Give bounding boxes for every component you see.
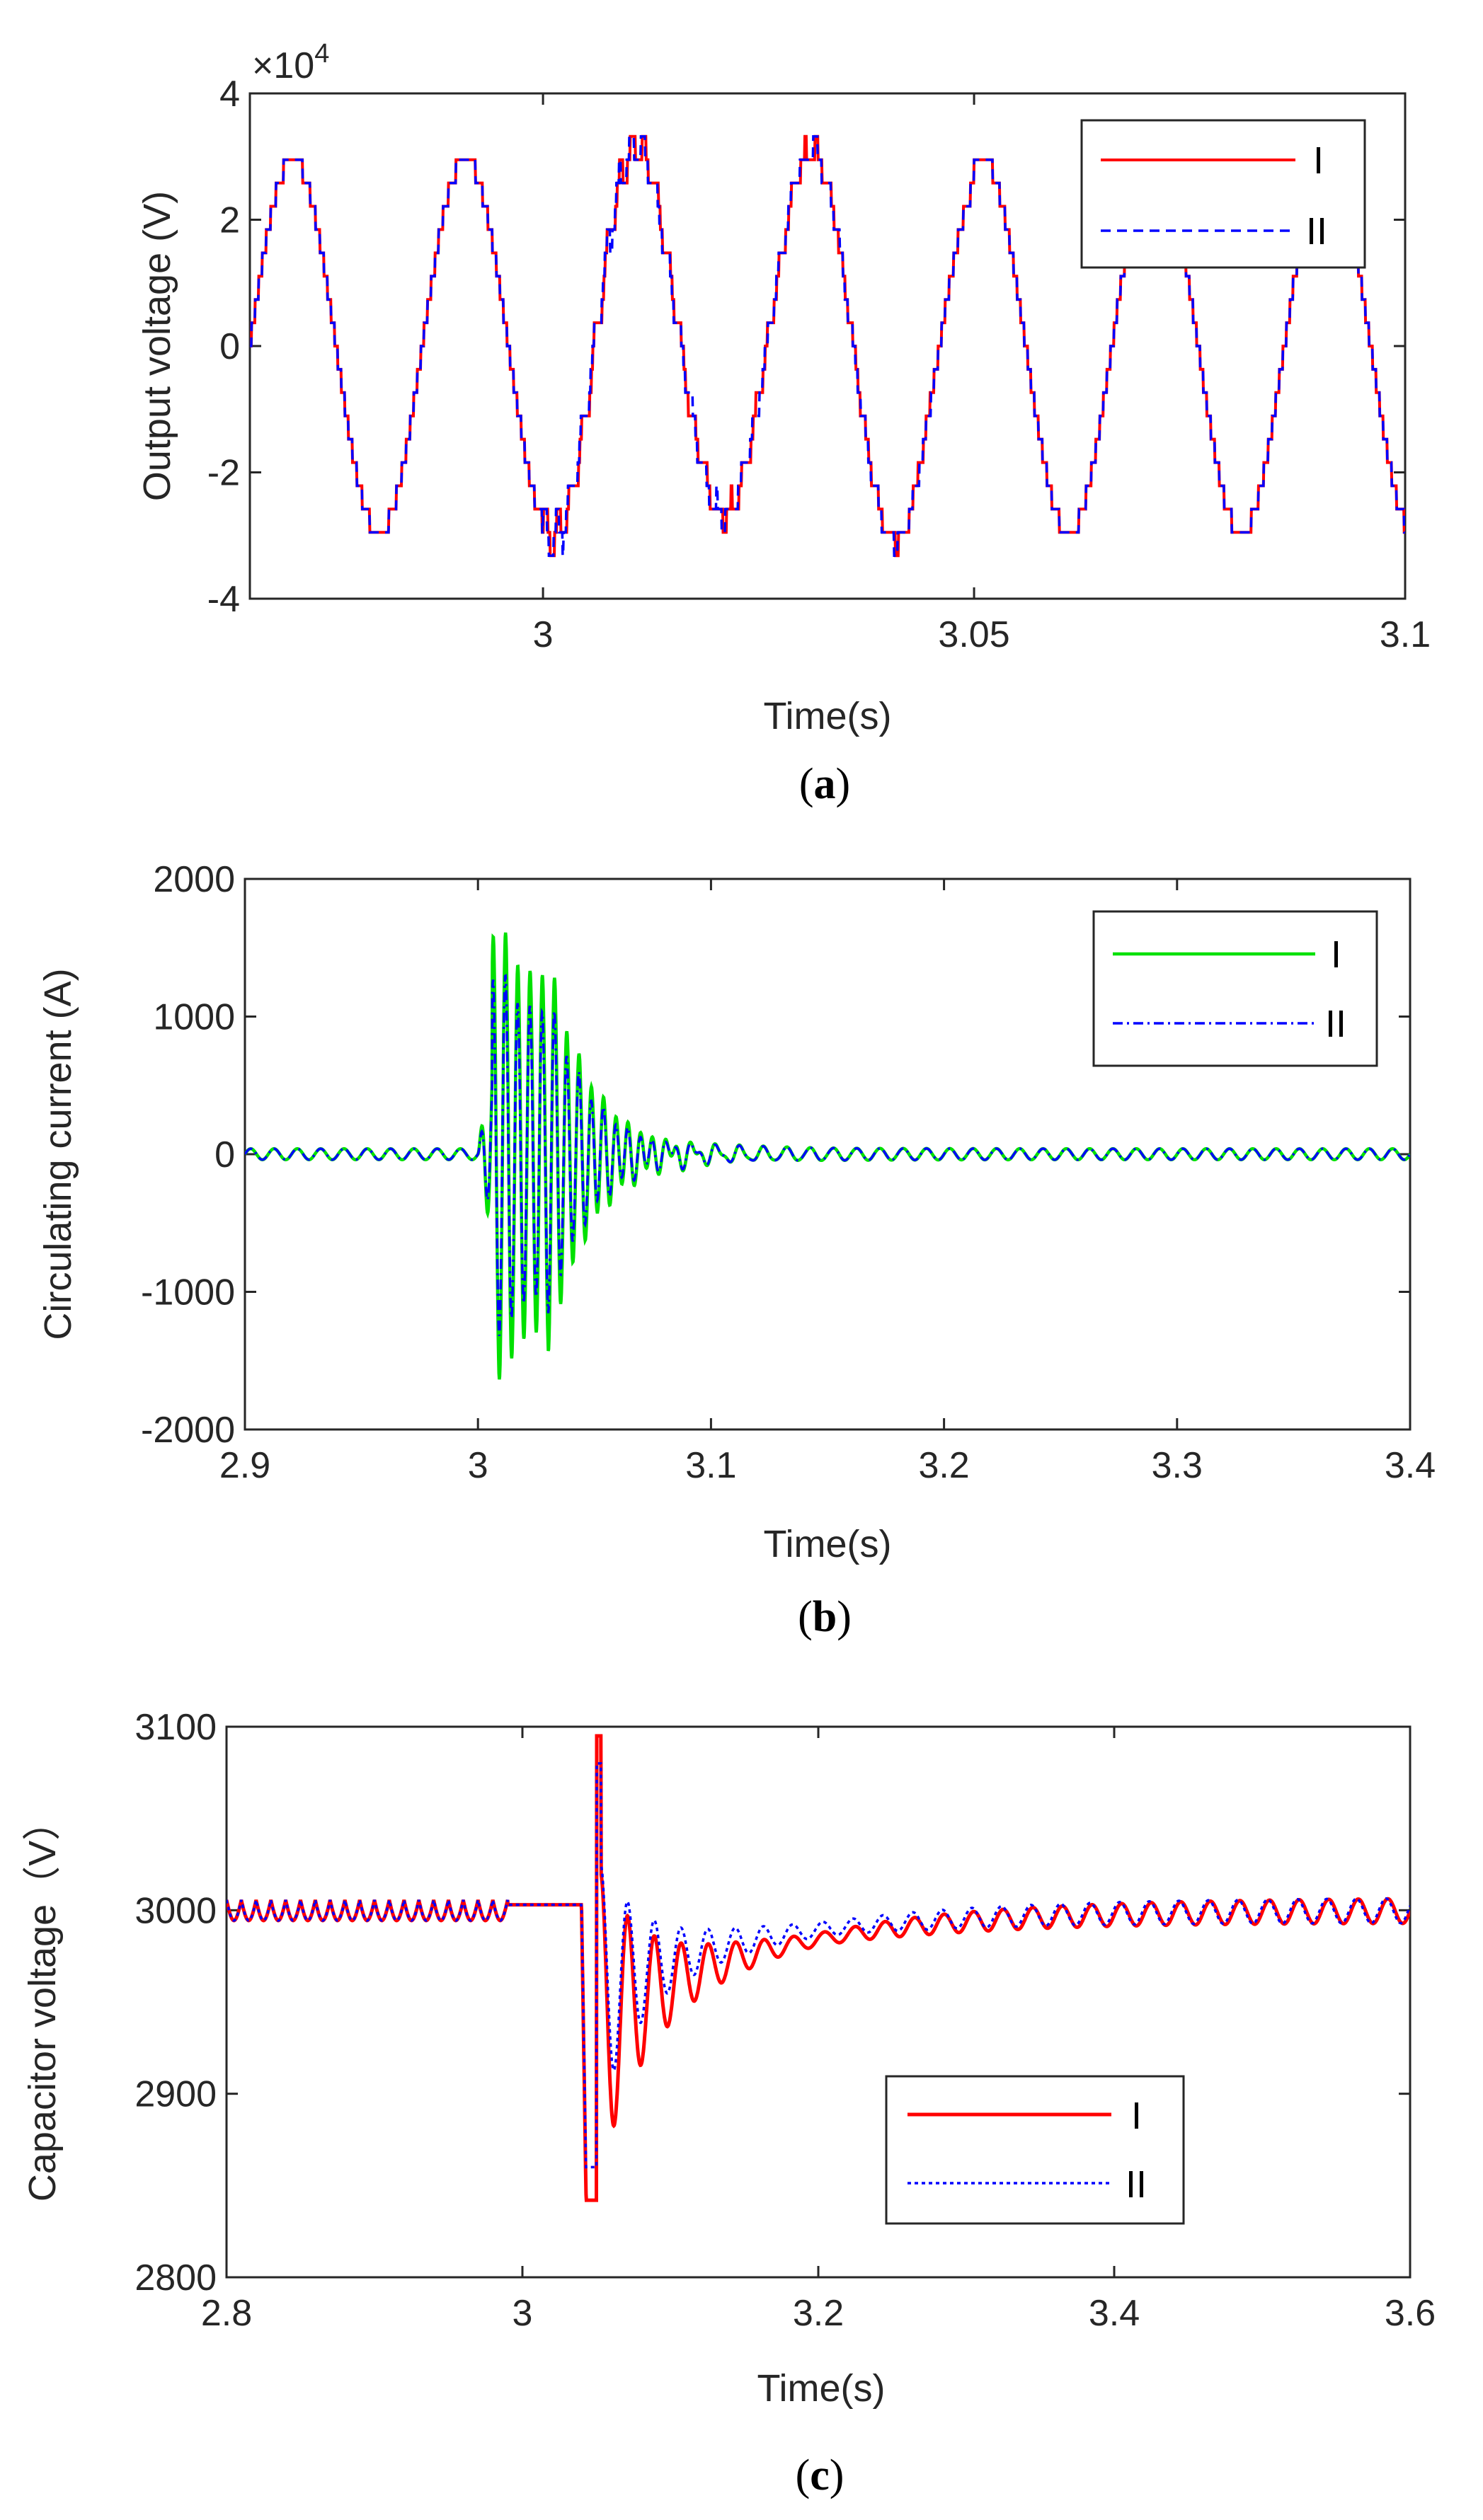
panel-a-y-tick-label: -2 bbox=[207, 453, 240, 494]
panel-a-legend-box bbox=[1080, 119, 1366, 269]
panel-b-x-tick-label: 3.4 bbox=[1385, 1445, 1436, 1486]
panel-b-y-tick-label: 0 bbox=[214, 1134, 235, 1175]
panel-a-y-tick-label: 2 bbox=[219, 200, 240, 241]
panel-c-ticks: 2.8 3 3.2 3.4 3.6 2800 2900 3000 3100 bbox=[134, 1707, 1436, 2334]
panel-a-x-axis-label: Time(s) bbox=[764, 695, 892, 737]
panel-b-y-tick-label: 1000 bbox=[153, 997, 235, 1038]
panel-a-x-tick-label: 3 bbox=[533, 614, 554, 655]
panel-b-legend: I II bbox=[1092, 910, 1378, 1067]
panel-c-x-axis-label: Time(s) bbox=[757, 2367, 886, 2410]
panel-a-caption: (a) bbox=[799, 760, 850, 808]
panel-c-x-tick-label: 2.8 bbox=[201, 2293, 252, 2334]
panel-c-legend-label-II: II bbox=[1126, 2163, 1147, 2206]
panel-c-x-tick-label: 3.6 bbox=[1385, 2293, 1436, 2334]
panel-b-x-tick-label: 3.3 bbox=[1152, 1445, 1203, 1486]
panel-c-y-tick-label: 3100 bbox=[134, 1707, 217, 1748]
panel-a-x-tick-label: 3.1 bbox=[1380, 614, 1431, 655]
panel-c-legend-box bbox=[885, 2075, 1185, 2225]
panel-c-y-tick-label: 2900 bbox=[134, 2074, 217, 2115]
panel-b-y-axis-label: Circulating current (A) bbox=[37, 968, 79, 1340]
panel-b-series-II-line bbox=[245, 974, 1410, 1337]
panel-c-x-tick-label: 3.4 bbox=[1089, 2293, 1140, 2334]
panel-a-x-tick-label: 3.05 bbox=[938, 614, 1009, 655]
panel-a-y-tick-label: 0 bbox=[219, 326, 240, 367]
panel-b-y-tick-label: -1000 bbox=[141, 1272, 235, 1313]
panel-c-y-tick-label: 3000 bbox=[134, 1890, 217, 1931]
panel-a: 3 3.05 3.1 -4 -2 0 2 4 ×104 Time(s) Output volt… bbox=[136, 39, 1431, 808]
panel-b-y-tick-label: 2000 bbox=[153, 859, 235, 900]
panel-b-x-tick-label: 2.9 bbox=[219, 1445, 270, 1486]
panel-c-y-axis-label: Capacitor voltage（V） bbox=[21, 1802, 64, 2202]
panel-c-caption: (c) bbox=[796, 2451, 844, 2499]
panel-c-x-tick-label: 3 bbox=[513, 2293, 533, 2334]
panel-a-y-tick-label: -4 bbox=[207, 579, 240, 620]
panel-c-x-tick-label: 3.2 bbox=[793, 2293, 844, 2334]
panel-a-y-exponent: ×104 bbox=[252, 39, 329, 86]
panel-b-y-tick-label: -2000 bbox=[141, 1410, 235, 1451]
panel-c-legend: I II bbox=[885, 2075, 1185, 2225]
panel-c-y-tick-label: 2800 bbox=[134, 2257, 217, 2299]
panel-b-ticks: 2.9 3 3.1 3.2 3.3 3.4 -2000 -1000 0 1000 2000 bbox=[141, 859, 1436, 1486]
panel-b-x-tick-label: 3 bbox=[468, 1445, 488, 1486]
panel-b-legend-label-I: I bbox=[1331, 933, 1341, 976]
panel-c-legend-label-I: I bbox=[1131, 2095, 1142, 2137]
panel-c: 2.8 3 3.2 3.4 3.6 2800 2900 3000 3100 Time(s) Ca… bbox=[21, 1707, 1436, 2499]
panel-b-legend-label-II: II bbox=[1325, 1003, 1346, 1045]
panel-b-x-axis-label: Time(s) bbox=[764, 1523, 892, 1565]
panel-b-caption: (b) bbox=[798, 1593, 852, 1641]
panel-c-series-II-line bbox=[227, 1762, 1410, 2169]
panel-b-legend-box bbox=[1092, 910, 1378, 1067]
panel-a-y-axis-label: Output voltage (V) bbox=[136, 191, 178, 501]
panel-a-legend-label-I: I bbox=[1313, 139, 1324, 182]
panel-a-y-tick-label: 4 bbox=[219, 74, 240, 115]
panel-b-x-tick-label: 3.1 bbox=[685, 1445, 736, 1486]
panel-a-ticks: 3 3.05 3.1 -4 -2 0 2 4 bbox=[207, 74, 1431, 655]
panel-a-legend-label-II: II bbox=[1306, 210, 1327, 253]
panel-b-x-tick-label: 3.2 bbox=[918, 1445, 969, 1486]
panel-a-series-I-line bbox=[250, 134, 1405, 558]
panel-c-plot-area bbox=[225, 1725, 1412, 2279]
panel-b: 2.9 3 3.1 3.2 3.3 3.4 -2000 -1000 0 1000 2000 Time… bbox=[37, 859, 1436, 1641]
panel-a-legend: I II bbox=[1080, 119, 1366, 269]
